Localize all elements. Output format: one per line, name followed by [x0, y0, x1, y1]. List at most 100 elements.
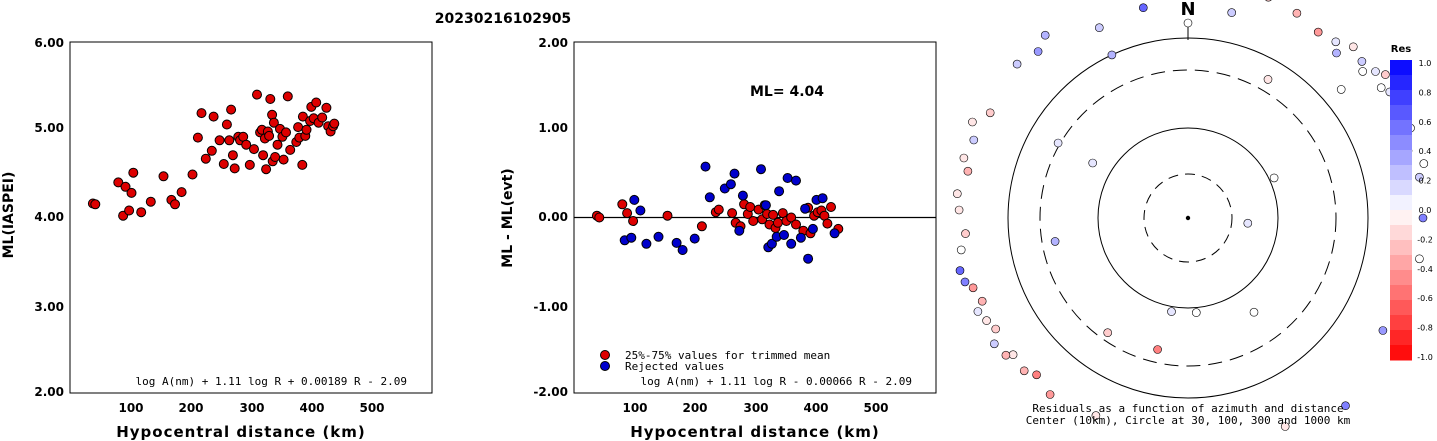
- y-axis-label: ML - ML(evt): [500, 168, 516, 267]
- data-point: [218, 159, 229, 169]
- event-id-title: 20230216102905: [435, 11, 571, 27]
- data-point: [272, 139, 283, 150]
- station-marker: [969, 135, 979, 145]
- data-point: [170, 199, 180, 210]
- station-marker: [1313, 27, 1323, 37]
- legend-label-rejected: Rejected values: [625, 360, 724, 373]
- ytick-label: 0.00: [538, 210, 568, 224]
- caption-line: Center (10km), Circle at 30, 100, 300 an…: [1026, 414, 1351, 427]
- xtick-label: 300: [743, 401, 768, 415]
- colorbar-swatch: [1390, 90, 1412, 106]
- data-point: [270, 152, 281, 162]
- colorbar-swatch: [1390, 210, 1412, 226]
- station-marker: [1331, 37, 1341, 47]
- data-point-accepted: [822, 218, 833, 229]
- colorbar-tick-label: -0.6: [1417, 294, 1433, 303]
- station-marker: [954, 205, 964, 215]
- data-point-accepted: [826, 202, 836, 212]
- xtick-label: 300: [239, 401, 264, 415]
- station-marker: [1001, 350, 1011, 360]
- data-point: [227, 150, 238, 161]
- plot-frame-left: [69, 41, 433, 394]
- data-point-accepted: [628, 216, 639, 226]
- data-point-accepted: [786, 212, 797, 223]
- data-point: [200, 153, 211, 164]
- data-point-rejected: [671, 237, 682, 248]
- data-point: [317, 112, 328, 123]
- caption-line: Residuals as a function of azimuth and d…: [1032, 402, 1343, 415]
- data-point: [244, 159, 255, 170]
- colorbar-swatch: [1390, 345, 1412, 361]
- data-point: [282, 91, 293, 102]
- data-point-accepted: [745, 202, 756, 212]
- colorbar-ticks: 1.0 0.8 0.6 0.4 0.2 0.0 -0.2 -0.4 -0.6 -0.8 -1.0: [1417, 59, 1433, 362]
- epicenter-dot: [1185, 215, 1191, 221]
- station-marker: [1280, 422, 1290, 431]
- data-point-rejected: [782, 173, 793, 183]
- data-point: [192, 132, 203, 143]
- data-point-rejected: [774, 186, 785, 197]
- xtick-label: 500: [863, 401, 888, 415]
- data-point-rejected: [791, 175, 801, 186]
- data-point: [187, 169, 198, 180]
- data-point-rejected: [800, 203, 811, 214]
- xtick-label: 400: [803, 401, 828, 415]
- north-label: N: [1180, 0, 1195, 20]
- legend-marker-rejected: [600, 361, 610, 371]
- station-marker: [1040, 30, 1050, 40]
- data-point-accepted: [696, 221, 707, 232]
- station-marker: [1045, 390, 1055, 399]
- data-point: [113, 177, 124, 188]
- colorbar-tick-label: 0.6: [1419, 118, 1432, 127]
- data-point-rejected: [786, 238, 797, 249]
- station-marker: [1415, 254, 1424, 264]
- ytick-label: 2.00: [34, 385, 64, 399]
- data-point-rejected: [629, 194, 640, 205]
- ytick-labels-middle: -2.00 -1.00 0.00 1.00 2.00: [533, 36, 568, 399]
- station-marker: [1227, 8, 1236, 17]
- data-point: [229, 163, 240, 174]
- station-marker: [1415, 172, 1424, 182]
- station-marker: [1341, 401, 1350, 411]
- x-axis-label: Hypocentral distance (km): [630, 423, 880, 441]
- station-marker: [1419, 159, 1429, 168]
- data-point-rejected: [700, 161, 711, 172]
- station-marker: [991, 324, 1001, 334]
- station-marker: [1033, 47, 1043, 56]
- points-ml-iaspei: [87, 89, 340, 221]
- data-point-rejected: [635, 205, 646, 216]
- station-marker: [963, 166, 973, 176]
- ytick-label: -1.00: [533, 300, 568, 314]
- station-marker: [959, 153, 969, 163]
- data-point: [224, 135, 235, 146]
- station-marker: [1357, 57, 1367, 66]
- data-point: [285, 144, 296, 155]
- formula-text: log A(nm) + 1.11 log R - 0.00066 R - 2.0…: [640, 375, 912, 388]
- legend-label-accepted: 25%-75% values for trimmed mean: [625, 349, 830, 362]
- range-circle-1000km: [1007, 37, 1369, 399]
- xtick-label: 500: [359, 401, 384, 415]
- data-point-rejected: [829, 228, 840, 239]
- station-marker: [1358, 67, 1367, 76]
- data-point-accepted: [713, 204, 724, 215]
- ytick-label: 2.00: [538, 36, 568, 50]
- station-marker: [1263, 75, 1273, 84]
- data-point: [301, 124, 312, 135]
- data-point-accepted: [791, 219, 801, 230]
- data-point: [126, 187, 137, 198]
- colorbar-tick-label: -0.2: [1417, 235, 1433, 244]
- range-circle-100km: [1097, 127, 1279, 309]
- data-point-accepted: [594, 212, 605, 223]
- station-marker: [1167, 307, 1176, 316]
- data-point: [261, 164, 272, 175]
- station-marker: [1139, 3, 1148, 12]
- colorbar-swatch: [1390, 300, 1412, 316]
- range-circle-30km: [1143, 173, 1233, 263]
- station-marker: [955, 266, 965, 275]
- legend-marker-accepted: [600, 350, 610, 360]
- points-ml-residual: [591, 161, 844, 264]
- data-point-rejected: [641, 238, 652, 249]
- station-marker: [1381, 70, 1390, 79]
- colorbar-tick-label: -0.8: [1417, 324, 1433, 333]
- colorbar-swatches: [1390, 60, 1412, 361]
